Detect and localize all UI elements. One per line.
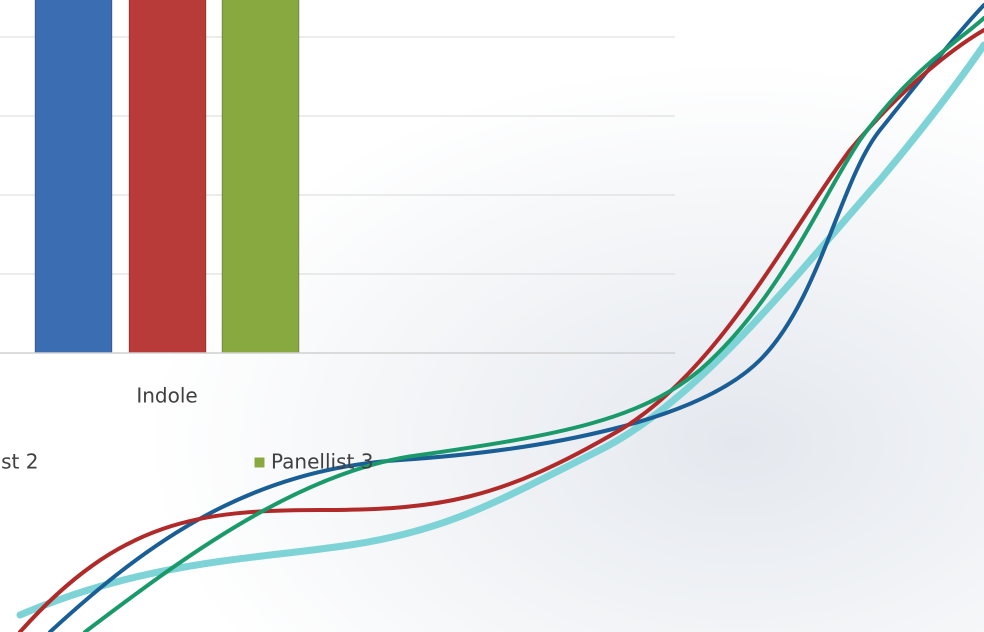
legend-label: Panellist 2 [0, 450, 38, 474]
legend: Panellist 2 Panellist 3 [0, 450, 373, 474]
bars [34, 0, 300, 354]
legend-label: Panellist 3 [271, 450, 373, 474]
x-tick-label: Indole [136, 384, 197, 408]
bar [221, 0, 300, 354]
legend-swatch [253, 456, 266, 469]
decorative-curves [16, 3, 984, 632]
curve [48, 3, 984, 632]
grid [0, 36, 675, 275]
curve [16, 41, 984, 619]
curve [83, 16, 984, 632]
bar [128, 0, 207, 354]
bar [34, 0, 113, 354]
